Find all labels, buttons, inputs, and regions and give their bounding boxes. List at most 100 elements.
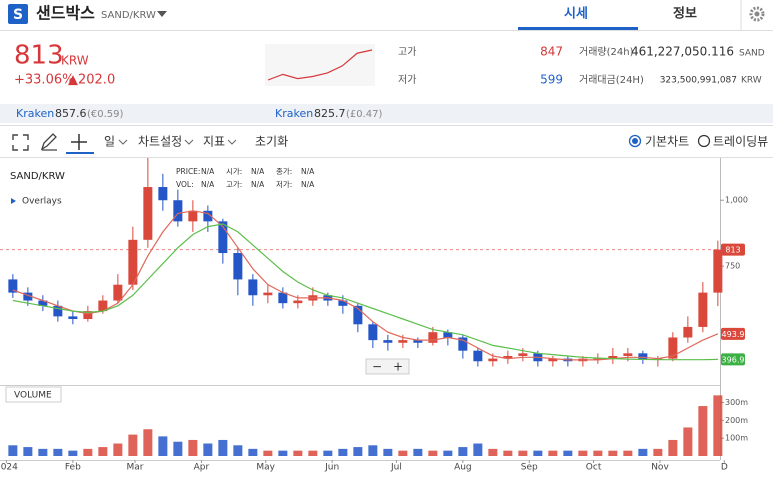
mode[interactable]: 트레이딩뷰 [713, 135, 768, 149]
legend-label: 시가: [226, 167, 242, 176]
active-underline [66, 152, 94, 154]
value: 323,500,991,087 [660, 76, 737, 86]
candle-body [233, 253, 243, 280]
candle-body [68, 316, 78, 320]
x-tick-label: Nov [651, 463, 669, 473]
tab[interactable]: 정보 [673, 6, 697, 22]
price-badge-label: 813 [725, 246, 740, 255]
volume-bar [428, 450, 438, 456]
volume-bar [158, 436, 168, 456]
high: 847 [540, 45, 563, 59]
tab-underline [518, 27, 638, 30]
candle-body [98, 300, 108, 312]
fullscreen-icon[interactable] [12, 134, 29, 151]
volume-bar [548, 450, 558, 456]
value-unit: KRW [741, 76, 762, 86]
volume-label: 거래량(24h) [579, 46, 634, 58]
candle-body [548, 358, 558, 362]
logo-text: S [13, 7, 23, 23]
coin-name: 샌드박스 [36, 4, 95, 23]
chevron [118, 139, 128, 145]
exchange-name: Kraken [16, 107, 54, 120]
x-tick-label: Jul [390, 463, 402, 473]
radio[interactable] [697, 134, 711, 148]
volume-label: VOLUME [14, 391, 52, 401]
price-badge [721, 353, 745, 366]
volume-bar [8, 445, 18, 456]
exchange-bar [0, 104, 773, 123]
candle-body [518, 353, 528, 356]
legend-label: 고가: [226, 180, 242, 189]
draw-icon[interactable] [40, 133, 57, 151]
candle-body [593, 358, 603, 360]
chart-title: SAND/KRW [10, 171, 65, 182]
candle-body [8, 279, 18, 293]
mode[interactable]: 기본차트 [645, 135, 689, 149]
candle-body [128, 239, 138, 285]
candle-body [638, 353, 648, 360]
price: 813 [14, 41, 64, 71]
candle-body [383, 340, 393, 343]
candle-body [23, 292, 33, 301]
settings-icon[interactable] [749, 6, 765, 22]
radio[interactable] [628, 134, 642, 148]
x-tick-label: Apr [194, 463, 210, 473]
sparkline-box [265, 44, 375, 86]
dropdown[interactable] [157, 11, 167, 17]
volume-bar [488, 448, 498, 456]
volume-bar [578, 450, 588, 456]
candle-body [608, 355, 618, 359]
y-tick-label: 200m [725, 416, 748, 425]
chevron [184, 139, 194, 145]
moving-average [12, 210, 719, 361]
chart-settings[interactable]: 차트설정 [138, 135, 182, 149]
overlays[interactable]: Overlays [22, 197, 62, 207]
zoom-box [365, 358, 410, 375]
candle-body [263, 292, 273, 296]
price-badge-label: 493.9 [722, 330, 745, 339]
volume-bar [308, 450, 318, 456]
indicators[interactable]: 지표 [203, 135, 225, 149]
volume-bar [98, 447, 108, 456]
volume-bar [638, 448, 648, 456]
x-tick-label: Sep [521, 463, 538, 473]
exchange-name: Kraken [275, 107, 313, 120]
interval[interactable]: 일 [104, 135, 115, 149]
logo [8, 4, 28, 24]
volume-bar [653, 448, 663, 456]
price-badge [721, 243, 745, 256]
y-tick-label: 300m [725, 398, 748, 407]
volume-bar [368, 445, 378, 456]
candle-body [203, 210, 213, 222]
volume-bar [353, 447, 363, 456]
candle-body [353, 305, 363, 325]
high-label: 고가 [398, 46, 416, 58]
tab[interactable]: 시세 [564, 7, 588, 22]
price-badge-label: 396.9 [722, 355, 745, 364]
exchange-price: 857.6 [55, 107, 87, 120]
change: ▲202.0 [68, 73, 115, 88]
volume-bar [383, 448, 393, 456]
crosshair-icon[interactable] [71, 134, 87, 150]
volume-bar [683, 427, 693, 456]
candle-body [503, 355, 513, 359]
volume-bar [563, 450, 573, 456]
reset[interactable]: 초기화 [255, 135, 288, 149]
candle-body [293, 300, 303, 304]
value-label: 거래대금(24H) [579, 74, 644, 86]
candle-body [338, 300, 348, 306]
zoom-button[interactable]: − [372, 360, 382, 374]
volume-bar [503, 450, 513, 456]
volume-bar [293, 450, 303, 456]
volume-bar [68, 450, 78, 456]
volume-bar [623, 450, 633, 456]
chevron [227, 139, 237, 145]
volume-bar [113, 443, 123, 456]
price-unit: KRW [61, 54, 89, 68]
zoom-button[interactable]: + [393, 360, 403, 374]
volume-bar [713, 395, 723, 456]
volume-bar [203, 443, 213, 456]
low-label: 저가 [398, 74, 416, 86]
candle-body [83, 311, 93, 320]
